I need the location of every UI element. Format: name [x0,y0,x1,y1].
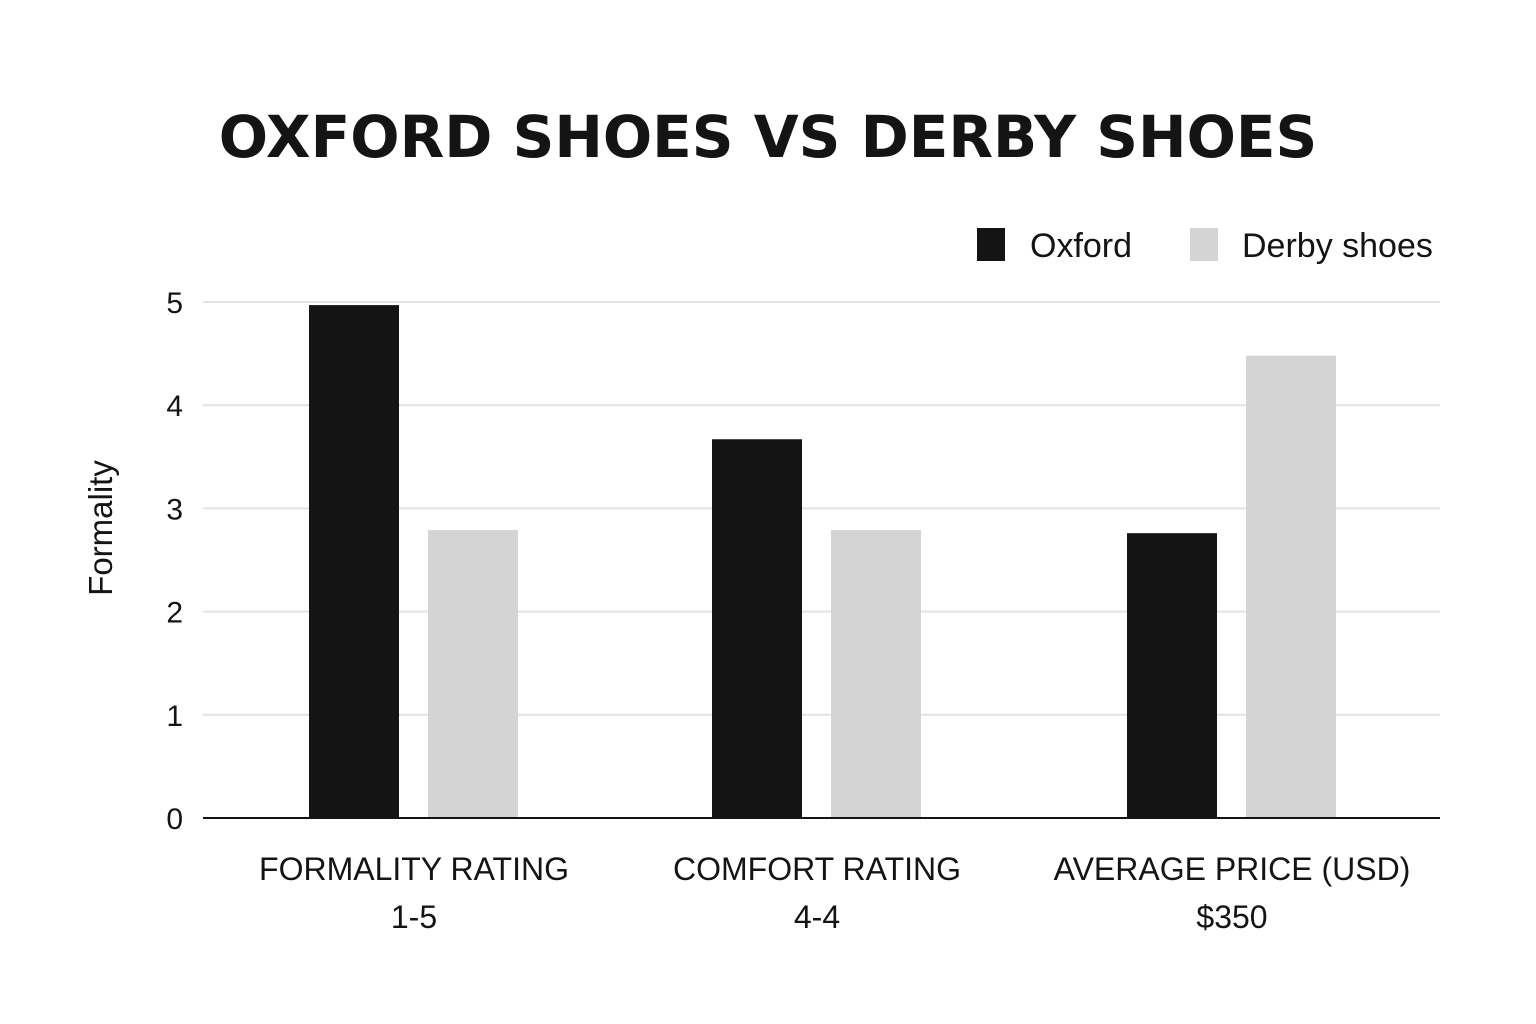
bar-derby-shoes-2 [1246,355,1336,818]
legend: Oxford Derby shoes [977,227,1433,265]
y-tick-label-4: 4 [166,390,183,423]
y-axis-label: Formality [82,460,119,596]
chart-title: OXFORD SHOES VS DERBY SHOES [219,103,1318,171]
category-label-0: FORMALITY RATING [259,851,569,887]
legend-label-derby-shoes: Derby shoes [1242,227,1433,265]
gridlines [203,301,1440,716]
category-labels: FORMALITY RATING 1-5 COMFORT RATING 4-4 AVER… [259,851,1410,935]
category-sublabel-1: 4-4 [794,899,840,935]
bars [309,305,1336,818]
y-tick-label-3: 3 [166,493,183,526]
category-sublabel-0: 1-5 [391,899,437,935]
bar-oxford-0 [309,305,399,818]
legend-swatch-derby-shoes [1190,228,1218,261]
bar-oxford-2 [1127,533,1217,818]
y-tick-label-0: 0 [166,803,183,836]
category-sublabel-2: $350 [1196,899,1267,935]
bar-derby-shoes-0 [428,530,518,818]
legend-swatch-oxford [977,228,1005,261]
bar-derby-shoes-1 [831,530,921,818]
y-axis-ticks: 0 1 2 3 4 5 [166,287,183,836]
y-tick-label-2: 2 [166,597,183,630]
y-tick-label-1: 1 [166,700,183,733]
category-label-2: AVERAGE PRICE (USD) [1054,851,1411,887]
category-label-1: COMFORT RATING [673,851,961,887]
legend-label-oxford: Oxford [1030,227,1132,265]
bar-oxford-1 [712,439,802,818]
y-tick-label-5: 5 [166,287,183,320]
